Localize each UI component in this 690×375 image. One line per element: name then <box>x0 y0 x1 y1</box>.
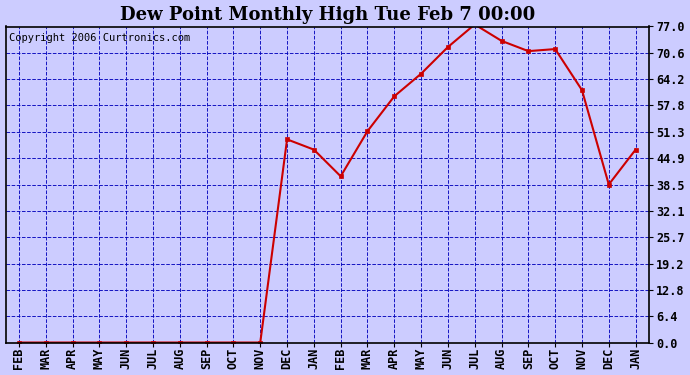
Text: Copyright 2006 Curtronics.com: Copyright 2006 Curtronics.com <box>9 33 190 43</box>
Title: Dew Point Monthly High Tue Feb 7 00:00: Dew Point Monthly High Tue Feb 7 00:00 <box>119 6 535 24</box>
